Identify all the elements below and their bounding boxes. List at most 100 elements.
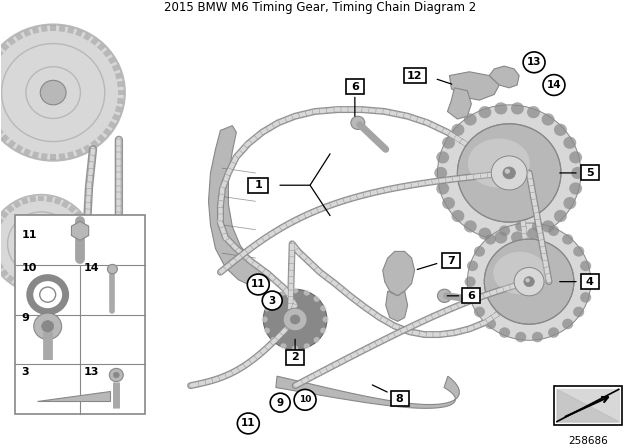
Bar [276, 281, 287, 291]
Bar [383, 186, 394, 193]
Bar [6, 275, 15, 283]
Bar [117, 98, 124, 104]
Bar [261, 268, 271, 277]
Circle shape [320, 327, 326, 334]
Bar [383, 109, 392, 115]
Bar [117, 81, 124, 87]
Bar [41, 153, 47, 159]
Polygon shape [37, 391, 110, 401]
Circle shape [323, 316, 329, 323]
Polygon shape [557, 389, 619, 422]
Bar [455, 301, 465, 309]
Bar [8, 140, 16, 147]
Bar [235, 149, 244, 158]
Bar [116, 219, 122, 228]
Bar [520, 253, 526, 262]
Text: 7: 7 [447, 256, 455, 266]
Bar [84, 276, 88, 285]
Bar [83, 236, 89, 245]
Bar [225, 237, 234, 246]
Bar [229, 367, 239, 376]
Text: 13: 13 [84, 367, 99, 377]
Bar [520, 220, 526, 228]
Bar [390, 185, 400, 191]
Bar [510, 194, 518, 204]
Bar [471, 322, 481, 330]
Circle shape [563, 137, 576, 149]
Bar [86, 195, 91, 204]
Bar [350, 295, 360, 304]
Bar [361, 304, 371, 312]
Bar [289, 244, 294, 252]
Bar [404, 323, 414, 332]
Bar [348, 351, 358, 359]
Circle shape [554, 124, 567, 136]
Circle shape [314, 296, 320, 302]
Bar [490, 166, 500, 176]
Text: 9: 9 [21, 313, 29, 323]
Bar [278, 117, 289, 125]
Bar [410, 115, 420, 122]
Bar [287, 310, 295, 319]
Bar [470, 147, 480, 156]
Bar [8, 38, 16, 46]
Circle shape [8, 212, 75, 276]
Bar [518, 266, 524, 275]
Bar [254, 130, 264, 139]
Bar [113, 292, 118, 301]
Bar [506, 188, 515, 198]
Polygon shape [72, 221, 89, 240]
Bar [305, 109, 315, 116]
Bar [236, 364, 246, 372]
Circle shape [474, 306, 485, 317]
Bar [330, 361, 340, 369]
Bar [288, 303, 293, 312]
Bar [534, 212, 540, 222]
Bar [529, 185, 536, 194]
Bar [438, 177, 448, 183]
Bar [115, 106, 122, 113]
Bar [541, 253, 548, 263]
Bar [376, 108, 385, 114]
Bar [507, 291, 516, 300]
Bar [304, 210, 314, 218]
Bar [263, 342, 273, 351]
Bar [286, 350, 304, 365]
Bar [370, 189, 380, 196]
Circle shape [1, 43, 105, 142]
Bar [75, 30, 83, 37]
Bar [330, 200, 340, 207]
Bar [116, 199, 122, 207]
Circle shape [562, 234, 573, 245]
Bar [345, 291, 355, 300]
Bar [285, 292, 294, 302]
Bar [362, 107, 371, 113]
Bar [228, 160, 237, 170]
Bar [289, 263, 294, 272]
Bar [84, 256, 88, 265]
Circle shape [0, 195, 93, 293]
Bar [349, 194, 360, 201]
Bar [112, 312, 117, 321]
Circle shape [270, 337, 276, 343]
Bar [318, 270, 328, 279]
Title: 2015 BMW M6 Timing Gear, Timing Chain Diagram 2: 2015 BMW M6 Timing Gear, Timing Chain Di… [164, 1, 476, 14]
Circle shape [524, 277, 534, 287]
Bar [285, 219, 296, 227]
Bar [336, 198, 346, 205]
Bar [29, 285, 36, 292]
Bar [81, 378, 86, 387]
Bar [288, 317, 298, 327]
Bar [390, 391, 408, 406]
Bar [116, 206, 122, 214]
Circle shape [541, 113, 554, 125]
Circle shape [294, 389, 316, 410]
Bar [84, 270, 88, 278]
Circle shape [580, 261, 591, 271]
Bar [445, 330, 454, 336]
Bar [291, 216, 301, 224]
Circle shape [541, 220, 554, 233]
Bar [536, 226, 543, 235]
Bar [448, 131, 458, 140]
Circle shape [543, 75, 565, 95]
